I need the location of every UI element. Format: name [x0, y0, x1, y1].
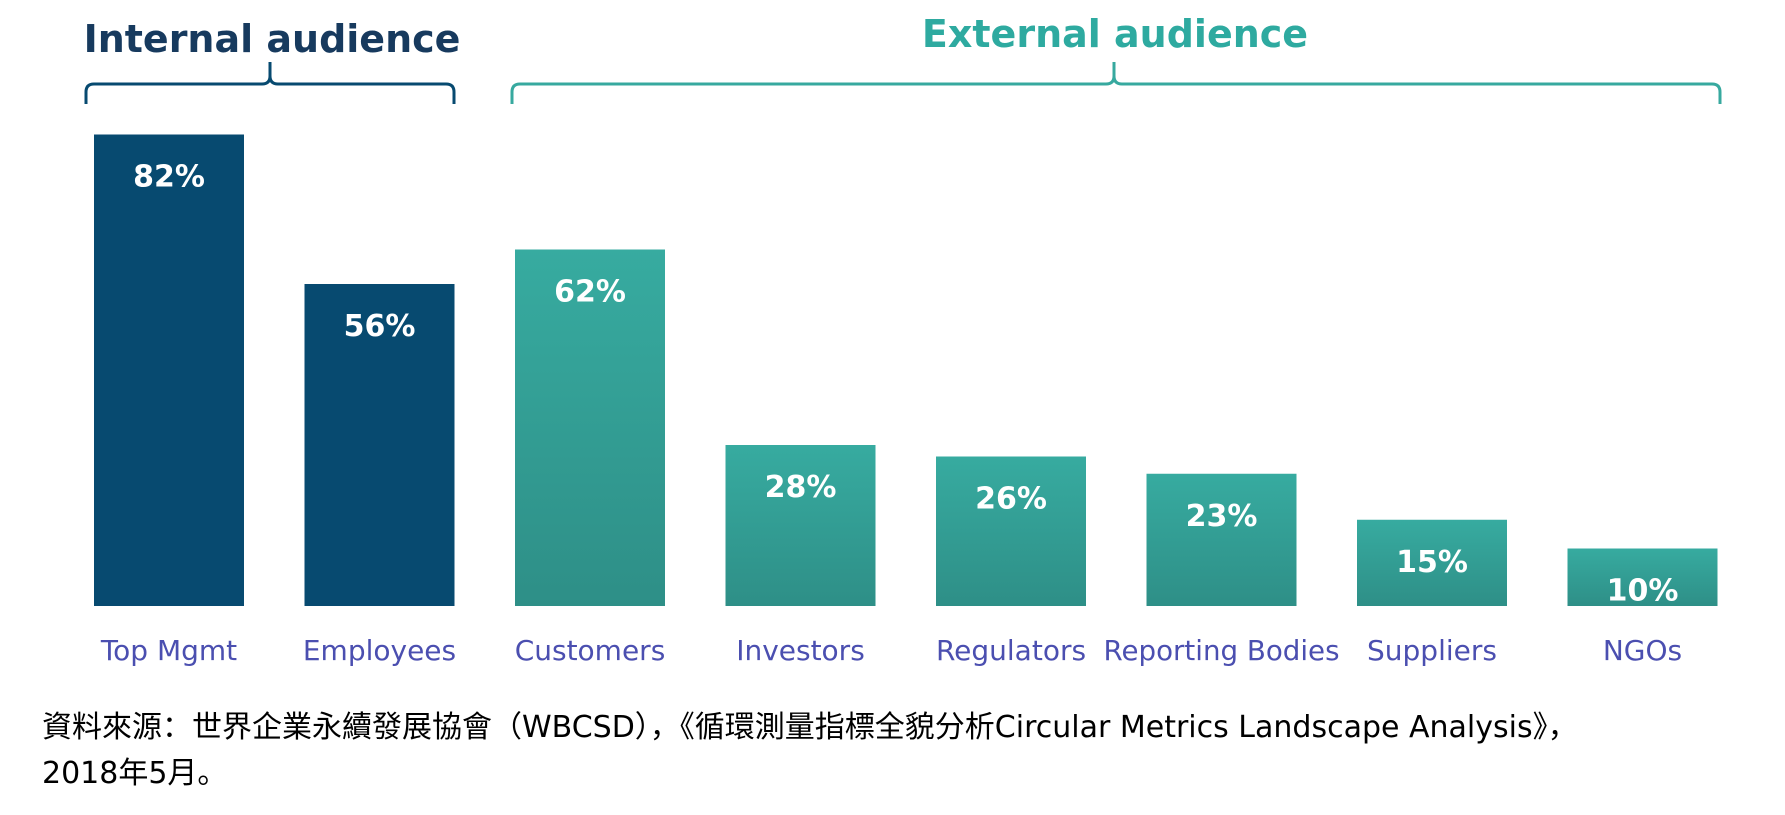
category-label-regulators: Regulators: [936, 634, 1086, 667]
value-label-employees: 56%: [344, 309, 416, 344]
value-label-top-mgmt: 82%: [133, 160, 205, 195]
bar-suppliers: [1357, 519, 1507, 606]
value-label-investors: 28%: [765, 470, 837, 505]
category-label-investors: Investors: [736, 634, 865, 667]
external-audience-bracket: [510, 62, 1722, 104]
bar-regulators: [936, 456, 1086, 606]
bars-group: [94, 134, 1718, 606]
category-label-ngos: NGOs: [1603, 634, 1682, 667]
category-label-reporting-bodies: Reporting Bodies: [1104, 634, 1340, 667]
value-label-regulators: 26%: [975, 482, 1047, 517]
source-caption-line2: 2018年5月。: [42, 756, 228, 791]
value-label-customers: 62%: [554, 275, 626, 310]
category-label-employees: Employees: [303, 634, 456, 667]
bar-reporting-bodies: [1146, 473, 1297, 606]
internal-audience-title: Internal audience: [84, 17, 461, 61]
bar-employees: [304, 284, 455, 606]
value-label-ngos: 10%: [1607, 574, 1679, 609]
source-caption: 資料來源：世界企業永續發展協會（WBCSD），《循環測量指標全貌分析Circul…: [42, 705, 1757, 797]
value-labels-group: 82% 56% 62% 28% 26% 23% 15% 10%: [133, 160, 1678, 609]
external-audience-title: External audience: [922, 12, 1308, 56]
category-label-suppliers: Suppliers: [1367, 634, 1497, 667]
value-label-suppliers: 15%: [1396, 545, 1468, 580]
category-label-customers: Customers: [515, 634, 666, 667]
internal-audience-bracket: [84, 62, 456, 104]
category-labels-group: Top Mgmt Employees Customers Investors Regul…: [100, 634, 1682, 667]
source-caption-line1: 資料來源：世界企業永續發展協會（WBCSD），《循環測量指標全貌分析Circul…: [42, 710, 1578, 745]
bar-ngos: [1567, 548, 1718, 606]
bar-chart: Internal audience External audience 82% 5…: [84, 12, 1722, 667]
value-label-reporting-bodies: 23%: [1186, 499, 1258, 534]
bar-customers: [515, 249, 665, 606]
bar-investors: [725, 445, 876, 606]
bar-top-mgmt: [94, 134, 244, 606]
category-label-top-mgmt: Top Mgmt: [100, 634, 237, 667]
